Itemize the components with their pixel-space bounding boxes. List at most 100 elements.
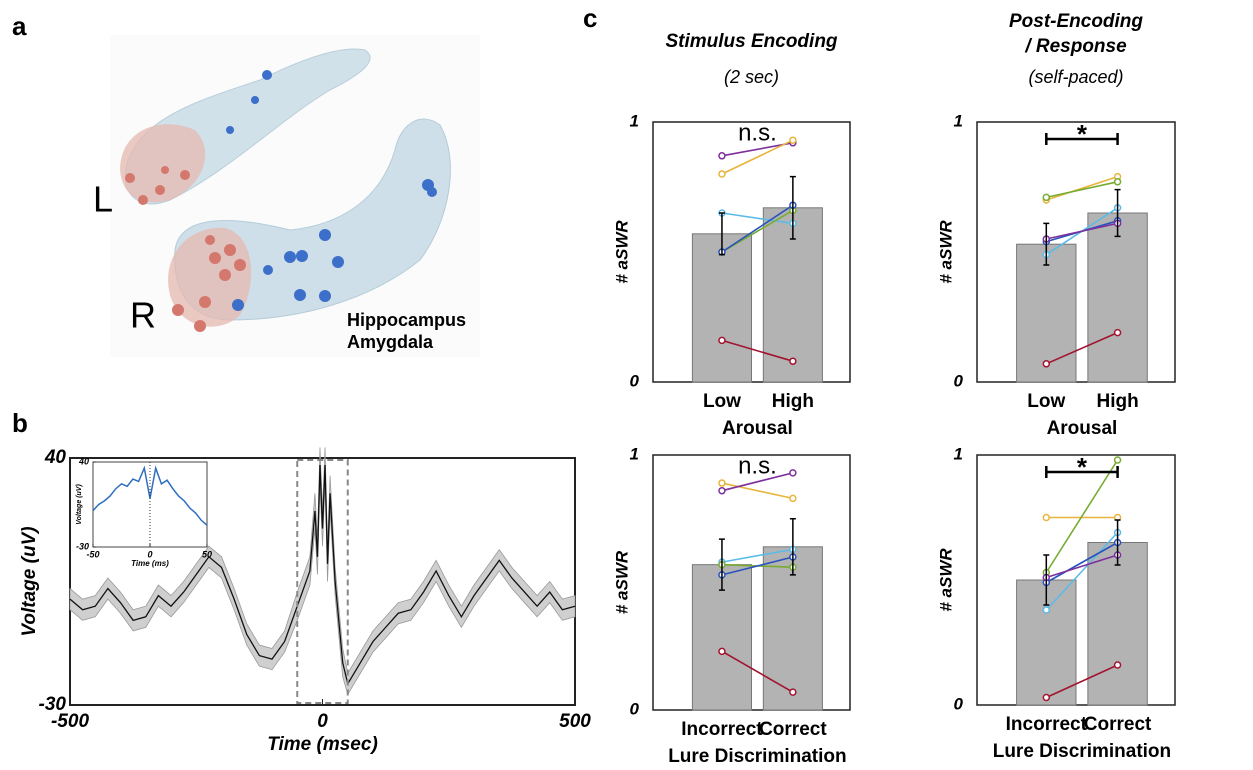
chart-title: / Response — [1024, 36, 1127, 57]
x-tick-label: 0 — [317, 711, 328, 732]
y-tick-label: 0 — [630, 371, 640, 390]
x-tick-label: Incorrect — [681, 719, 763, 740]
hippocampus-contacts — [226, 70, 437, 311]
subject-point — [789, 494, 797, 503]
y-tick-label: -30 — [76, 541, 89, 551]
subject-point — [1042, 606, 1051, 614]
subject-line — [1046, 181, 1118, 199]
subject-line — [1046, 222, 1118, 240]
x-axis-label: Time (msec) — [267, 734, 378, 755]
y-axis-label: # aSWR — [612, 550, 631, 614]
chart-subtitle: (self-paced) — [1028, 67, 1123, 87]
x-tick-label: 50 — [202, 549, 212, 559]
subject-point — [1042, 513, 1051, 522]
legend-entry: Hippocampus — [347, 310, 466, 330]
error-bar — [789, 175, 796, 240]
y-tick-label: 1 — [954, 111, 963, 130]
amygdala-left — [120, 124, 206, 203]
subject-line — [721, 204, 794, 253]
y-tick-label: 0 — [954, 694, 964, 713]
error-bar — [1114, 519, 1121, 566]
x-axis-label: Arousal — [722, 418, 793, 439]
chart-title: Post-Encoding — [1009, 11, 1143, 32]
y-tick-label: 0 — [630, 699, 640, 718]
subject-line — [721, 472, 794, 492]
panel-label: c — [583, 3, 597, 33]
y-tick-label: 1 — [630, 111, 639, 130]
subject-line — [721, 556, 794, 576]
panel-label: b — [12, 408, 28, 438]
subject-line — [1045, 664, 1118, 699]
subject-point — [718, 479, 726, 487]
y-tick-label: 40 — [78, 456, 89, 466]
subject-line — [721, 212, 793, 225]
subject-point — [789, 469, 797, 477]
bar — [1016, 243, 1077, 383]
window-box — [296, 459, 349, 704]
subject-line — [721, 139, 794, 175]
subject-point — [1113, 328, 1122, 337]
trace — [69, 465, 576, 686]
x-tick-label: High — [1096, 391, 1138, 412]
y-tick-label: -30 — [39, 694, 67, 715]
subject-line — [1045, 531, 1119, 611]
y-axis-label: # aSWR — [612, 220, 631, 284]
error-band — [69, 447, 576, 696]
y-tick-label: 1 — [630, 444, 639, 463]
annotation: n.s. — [738, 452, 777, 479]
subject-point — [718, 336, 726, 345]
subject-point — [1042, 693, 1051, 702]
subject-point — [1113, 661, 1122, 669]
bar — [691, 233, 753, 383]
y-axis-label: # aSWR — [936, 548, 955, 612]
error-bar — [789, 518, 796, 576]
x-tick-label: 0 — [147, 549, 152, 559]
chart-subtitle: (2 sec) — [724, 67, 779, 87]
y-tick-label: 1 — [954, 444, 963, 463]
annotation: n.s. — [738, 119, 777, 146]
x-axis-label: Lure Discrimination — [993, 741, 1171, 762]
chart-title: Stimulus Encoding — [665, 31, 837, 52]
subject-point — [1113, 178, 1122, 186]
x-tick-label: -500 — [51, 711, 89, 732]
subject-line — [721, 650, 794, 693]
subject-line — [1046, 175, 1118, 201]
y-axis-label: Voltage (uV) — [19, 526, 40, 636]
annotation: * — [1077, 452, 1088, 482]
y-axis-label: Voltage (uV) — [76, 484, 83, 525]
x-tick-label: Low — [1027, 391, 1065, 412]
subject-line — [721, 482, 794, 500]
subject-point — [1042, 360, 1051, 368]
legend-entry: Amygdala — [347, 332, 434, 352]
y-tick-label: 0 — [954, 371, 964, 390]
error-bar — [718, 212, 725, 256]
subject-point — [789, 136, 797, 144]
significance-bracket — [1045, 466, 1119, 478]
annotation: * — [1077, 119, 1088, 149]
subject-line — [1046, 554, 1118, 579]
anatomy-render — [110, 35, 480, 357]
x-axis-label: Lure Discrimination — [668, 746, 846, 767]
x-tick-label: Incorrect — [1006, 714, 1088, 735]
side-label: L — [93, 179, 113, 220]
subject-point — [718, 152, 726, 160]
subject-point — [718, 486, 726, 495]
subject-line — [721, 339, 794, 362]
subject-line — [1045, 541, 1118, 584]
x-tick-label: Correct — [1084, 714, 1152, 735]
error-bar — [1043, 554, 1050, 606]
x-axis-label: Time (ms) — [131, 559, 169, 568]
subject-point — [789, 357, 797, 365]
subject-line — [1045, 459, 1119, 573]
bar — [1087, 212, 1148, 383]
x-tick-label: Low — [703, 391, 741, 412]
subject-point — [1113, 456, 1122, 464]
y-axis-label: # aSWR — [936, 220, 955, 284]
error-bar — [718, 538, 725, 591]
subject-point — [718, 170, 726, 178]
side-label: R — [130, 295, 156, 336]
x-tick-label: High — [772, 391, 814, 412]
subject-line — [721, 548, 794, 563]
panel-label: a — [12, 11, 27, 41]
